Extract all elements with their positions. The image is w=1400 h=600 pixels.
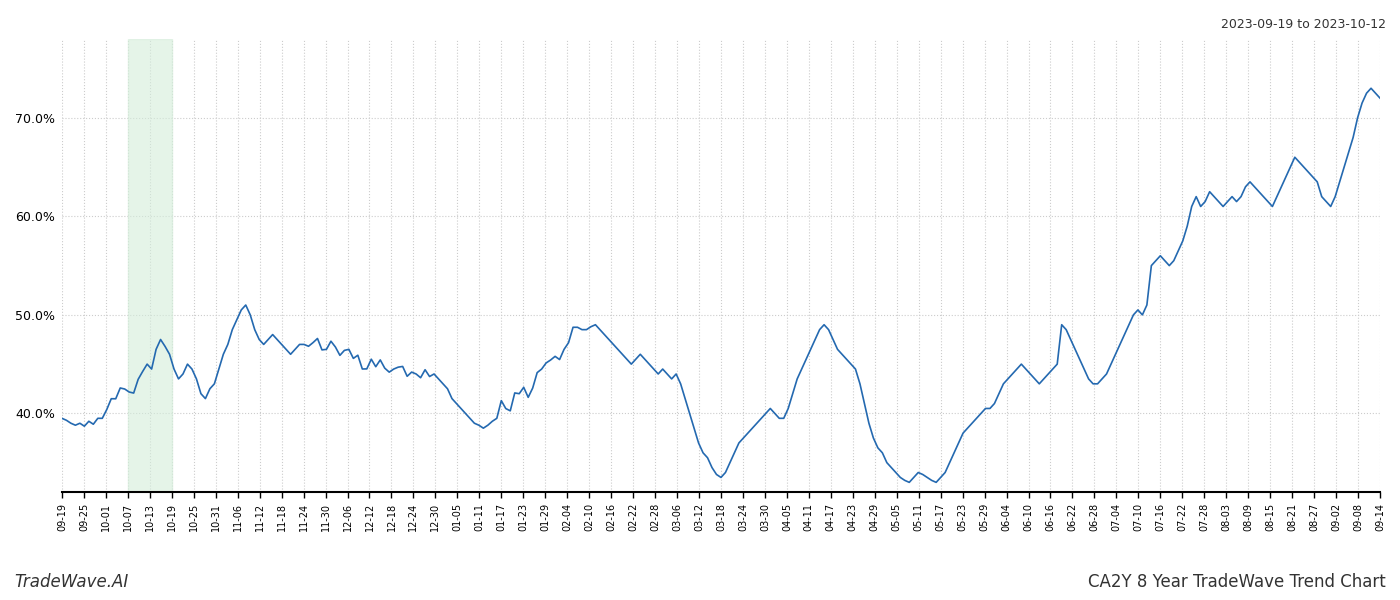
Text: 2023-09-19 to 2023-10-12: 2023-09-19 to 2023-10-12 (1221, 18, 1386, 31)
Bar (127, 39, 172, 492)
Text: TradeWave.AI: TradeWave.AI (14, 573, 129, 591)
Text: CA2Y 8 Year TradeWave Trend Chart: CA2Y 8 Year TradeWave Trend Chart (1088, 573, 1386, 591)
